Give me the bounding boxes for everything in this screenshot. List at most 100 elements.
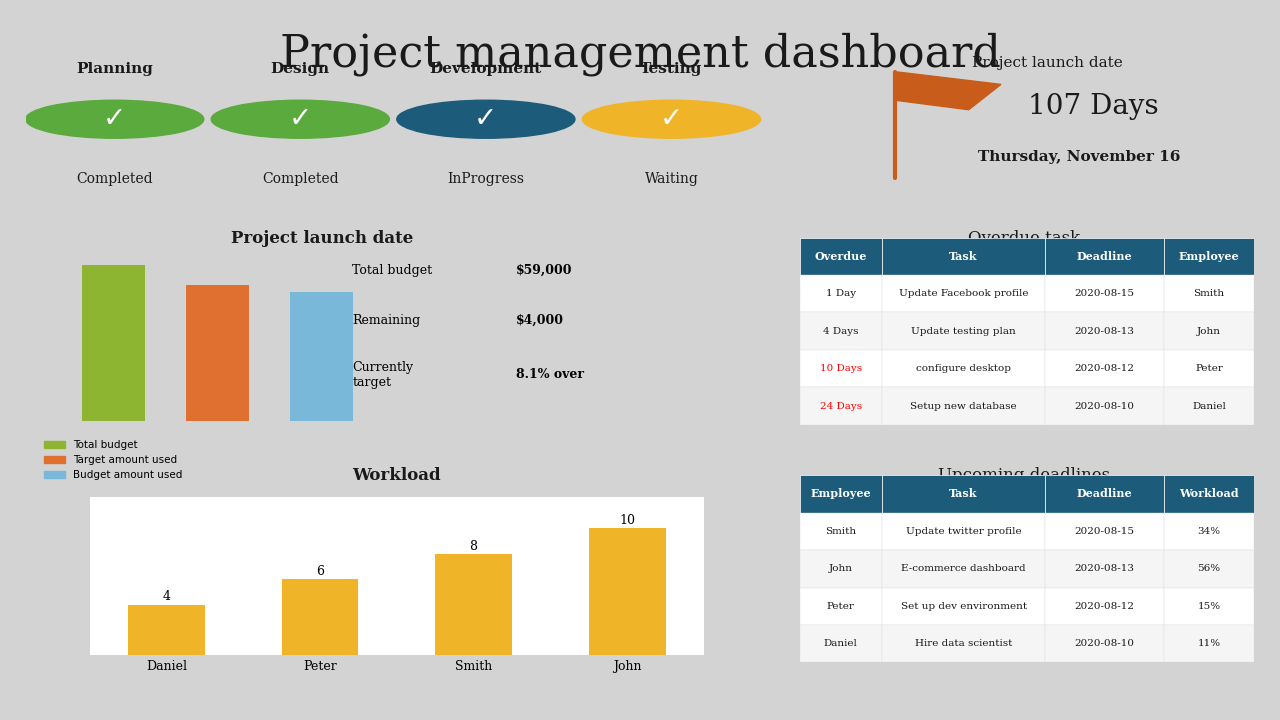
Text: configure desktop: configure desktop <box>916 364 1011 373</box>
Bar <box>882 312 1046 350</box>
Text: 8.1% over: 8.1% over <box>516 368 584 382</box>
Text: $4,000: $4,000 <box>516 314 563 327</box>
Bar <box>1164 312 1254 350</box>
Bar <box>882 350 1046 387</box>
Text: Peter: Peter <box>1196 364 1222 373</box>
Bar <box>1046 275 1164 312</box>
Text: Smith: Smith <box>826 527 856 536</box>
Text: Peter: Peter <box>827 602 855 611</box>
Bar <box>1046 387 1164 425</box>
Text: ✓: ✓ <box>660 105 684 133</box>
Text: Waiting: Waiting <box>645 172 699 186</box>
Bar <box>1046 625 1164 662</box>
Bar <box>1164 550 1254 588</box>
Text: Completed: Completed <box>77 172 154 186</box>
Bar <box>800 238 882 275</box>
Circle shape <box>582 100 760 138</box>
Bar <box>1046 475 1164 513</box>
Text: 1 Day: 1 Day <box>826 289 856 298</box>
Bar <box>1164 350 1254 387</box>
Bar <box>1164 513 1254 550</box>
Text: 15%: 15% <box>1197 602 1221 611</box>
Bar <box>82 265 145 421</box>
Text: Task: Task <box>950 251 978 262</box>
Bar <box>800 387 882 425</box>
Text: Update twitter profile: Update twitter profile <box>906 527 1021 536</box>
Bar <box>1164 387 1254 425</box>
Text: Project launch date: Project launch date <box>232 230 413 247</box>
Text: Remaining: Remaining <box>352 314 421 327</box>
Text: Deadline: Deadline <box>1076 251 1133 262</box>
Bar <box>1164 475 1254 513</box>
Text: 2020-08-13: 2020-08-13 <box>1074 327 1134 336</box>
Text: 11%: 11% <box>1197 639 1221 648</box>
Text: 107 Days: 107 Days <box>1028 93 1158 120</box>
Text: Smith: Smith <box>1193 289 1225 298</box>
Text: Deadline: Deadline <box>1076 488 1133 500</box>
Text: Workload: Workload <box>352 467 442 485</box>
Text: Currently
target: Currently target <box>352 361 413 389</box>
Bar <box>1164 275 1254 312</box>
Text: Development: Development <box>430 62 541 76</box>
Bar <box>1046 350 1164 387</box>
Text: Design: Design <box>271 62 330 76</box>
Bar <box>882 238 1046 275</box>
Polygon shape <box>895 72 1001 109</box>
Text: Employee: Employee <box>1179 251 1239 262</box>
Text: Planning: Planning <box>77 62 154 76</box>
Text: Completed: Completed <box>262 172 339 186</box>
Text: 10: 10 <box>620 514 635 527</box>
Text: Update testing plan: Update testing plan <box>911 327 1016 336</box>
Bar <box>1164 625 1254 662</box>
Text: Thursday, November 16: Thursday, November 16 <box>978 150 1180 164</box>
Legend: Total budget, Target amount used, Budget amount used: Total budget, Target amount used, Budget… <box>40 436 187 485</box>
Text: 24 Days: 24 Days <box>819 402 861 410</box>
Bar <box>1164 238 1254 275</box>
Bar <box>882 513 1046 550</box>
Text: 2020-08-12: 2020-08-12 <box>1074 602 1134 611</box>
Text: 2020-08-15: 2020-08-15 <box>1074 527 1134 536</box>
Bar <box>882 588 1046 625</box>
Text: Employee: Employee <box>810 488 872 500</box>
Text: 2020-08-12: 2020-08-12 <box>1074 364 1134 373</box>
Bar <box>800 312 882 350</box>
Text: ✓: ✓ <box>104 105 127 133</box>
Text: Update Facebook profile: Update Facebook profile <box>899 289 1028 298</box>
Text: Daniel: Daniel <box>824 639 858 648</box>
Text: Total budget: Total budget <box>352 264 433 277</box>
Text: Testing: Testing <box>640 62 703 76</box>
Text: Hire data scientist: Hire data scientist <box>915 639 1012 648</box>
Bar <box>589 528 666 655</box>
Text: 2020-08-13: 2020-08-13 <box>1074 564 1134 573</box>
Bar <box>128 605 205 655</box>
Bar <box>800 625 882 662</box>
Bar <box>282 579 358 655</box>
Text: 2020-08-10: 2020-08-10 <box>1074 639 1134 648</box>
Text: 8: 8 <box>470 539 477 552</box>
Bar <box>1046 312 1164 350</box>
Text: John: John <box>829 564 852 573</box>
Text: $59,000: $59,000 <box>516 264 572 277</box>
Bar <box>1046 588 1164 625</box>
Text: Task: Task <box>950 488 978 500</box>
Text: 34%: 34% <box>1197 527 1221 536</box>
Text: 4: 4 <box>163 590 170 603</box>
Bar <box>800 513 882 550</box>
Text: Project launch date: Project launch date <box>972 56 1123 70</box>
Bar <box>1046 550 1164 588</box>
Bar <box>882 550 1046 588</box>
Bar <box>882 475 1046 513</box>
Bar <box>882 387 1046 425</box>
Circle shape <box>211 100 389 138</box>
Bar <box>1164 588 1254 625</box>
Text: Daniel: Daniel <box>1192 402 1226 410</box>
Bar <box>800 550 882 588</box>
Text: Workload: Workload <box>1179 488 1239 500</box>
Text: Overdue: Overdue <box>814 251 867 262</box>
Bar <box>800 588 882 625</box>
Circle shape <box>397 100 575 138</box>
Bar <box>1046 513 1164 550</box>
Text: John: John <box>1197 327 1221 336</box>
Text: 10 Days: 10 Days <box>819 364 861 373</box>
Text: E-commerce dashboard: E-commerce dashboard <box>901 564 1025 573</box>
